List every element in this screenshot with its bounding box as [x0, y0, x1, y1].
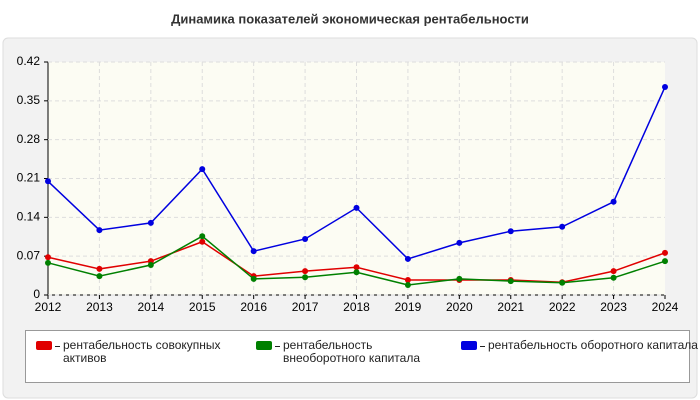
data-point [610, 198, 617, 205]
data-point [199, 238, 206, 245]
data-point [96, 265, 103, 272]
x-tick-label: 2016 [240, 300, 267, 314]
legend-swatch [256, 341, 272, 350]
data-point [199, 166, 206, 173]
y-tick-label: 0.21 [17, 171, 41, 185]
data-point [199, 233, 206, 240]
data-point [610, 268, 617, 275]
x-tick-label: 2020 [446, 300, 473, 314]
data-point [507, 278, 514, 285]
data-point [302, 268, 309, 275]
x-tick-label: 2019 [395, 300, 422, 314]
legend-label: рентабельность совокупных активов [63, 338, 221, 365]
legend-dash [55, 346, 60, 347]
data-point [456, 275, 463, 282]
data-point [662, 83, 668, 90]
y-tick-label: 0.42 [17, 54, 41, 68]
data-point [353, 264, 360, 271]
legend: рентабельность совокупных активов рентабе… [25, 330, 698, 383]
y-tick-label: 0.14 [17, 210, 41, 224]
data-point [45, 254, 51, 261]
legend-dash [275, 346, 280, 347]
x-tick-label: 2021 [497, 300, 524, 314]
data-point [662, 249, 668, 256]
data-point [610, 274, 617, 281]
data-point [302, 235, 309, 242]
data-point [147, 219, 154, 226]
data-point [45, 259, 51, 266]
legend-item: рентабельность оборотного капитала [461, 339, 698, 352]
legend-label: рентабельность внеоборотного капитала [283, 338, 420, 365]
data-point [353, 269, 360, 276]
legend-dash [480, 346, 485, 347]
data-point [96, 273, 103, 280]
x-tick-label: 2015 [189, 300, 216, 314]
data-point [559, 279, 566, 286]
data-point [404, 277, 411, 284]
chart-title: Динамика показателей экономическая рента… [171, 11, 529, 26]
x-tick-label: 2014 [137, 300, 164, 314]
x-tick-label: 2022 [549, 300, 576, 314]
y-tick-label: 0.28 [17, 132, 41, 146]
data-point [353, 204, 360, 211]
x-tick-label: 2013 [86, 300, 113, 314]
data-point [404, 255, 411, 262]
legend-label: рентабельность оборотного капитала [488, 338, 698, 352]
data-point [507, 228, 514, 235]
data-point [662, 258, 668, 265]
data-point [250, 248, 257, 255]
data-point [250, 275, 257, 282]
data-point [302, 274, 309, 281]
x-tick-label: 2018 [343, 300, 370, 314]
x-tick-label: 2017 [292, 300, 319, 314]
legend-swatch [36, 341, 52, 350]
data-point [404, 282, 411, 289]
y-tick-label: 0.07 [17, 248, 41, 262]
data-point [559, 223, 566, 230]
data-point [45, 178, 51, 185]
data-point [96, 227, 103, 234]
legend-item: рентабельность внеоборотного капитала [256, 339, 453, 365]
x-tick-label: 2012 [35, 300, 62, 314]
legend-swatch [461, 341, 477, 350]
y-tick-label: 0 [33, 287, 40, 301]
data-point [147, 262, 154, 269]
legend-item: рентабельность совокупных активов [36, 339, 243, 365]
y-tick-label: 0.35 [17, 93, 41, 107]
x-tick-label: 2024 [652, 300, 679, 314]
x-tick-label: 2023 [600, 300, 627, 314]
data-point [456, 239, 463, 246]
